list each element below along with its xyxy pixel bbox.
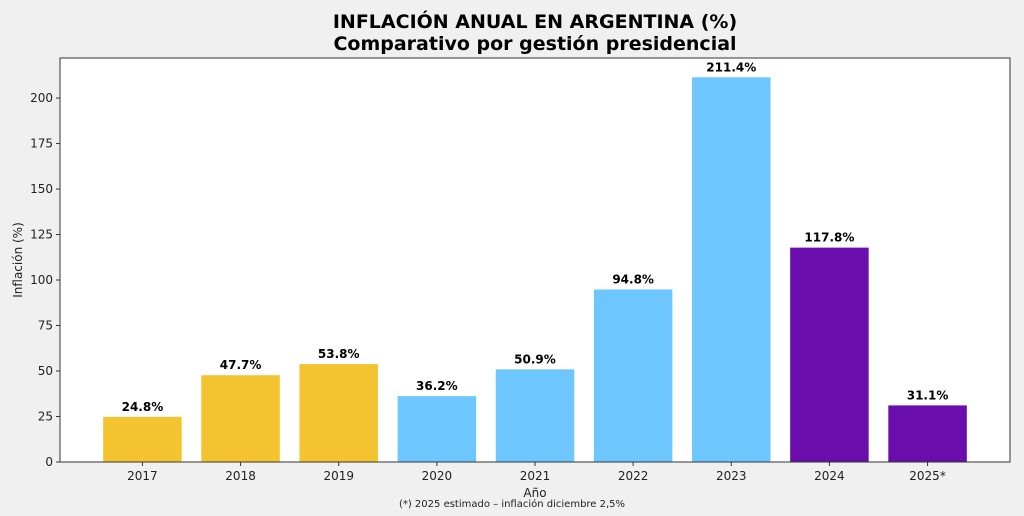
bar-2022	[593, 289, 673, 462]
footnote: (*) 2025 estimado – inflación diciembre …	[399, 498, 625, 510]
bar-2024	[790, 247, 869, 462]
bar-2017	[103, 416, 182, 462]
bar-2020	[397, 396, 477, 462]
data-label: 47.7%	[220, 358, 262, 372]
bar-2021	[495, 369, 575, 462]
x-tick-label: 2023	[716, 469, 747, 483]
y-tick-label: 50	[38, 364, 53, 378]
y-tick-label: 175	[30, 137, 53, 151]
y-tick-label: 25	[38, 410, 53, 424]
y-tick-label: 0	[45, 455, 53, 469]
data-label: 50.9%	[514, 352, 556, 366]
data-label: 31.1%	[907, 388, 949, 402]
x-tick-label: 2021	[520, 469, 551, 483]
bar-2025*	[888, 405, 967, 462]
data-label: 36.2%	[416, 379, 458, 393]
chart-title: INFLACIÓN ANUAL EN ARGENTINA (%)	[333, 9, 737, 33]
plot-frame	[59, 57, 1011, 463]
y-tick-label: 125	[30, 228, 53, 242]
y-tick-label: 150	[30, 182, 53, 196]
data-label: 94.8%	[612, 272, 654, 286]
y-tick-label: 75	[38, 319, 53, 333]
x-tick-label: 2024	[814, 469, 845, 483]
data-label: 24.8%	[122, 400, 164, 414]
y-axis-label: Inflación (%)	[11, 222, 25, 298]
bar-2019	[299, 364, 378, 462]
bar-2018	[201, 375, 280, 462]
x-tick-label: 2017	[127, 469, 158, 483]
x-tick-label: 2022	[618, 469, 649, 483]
x-tick-label: 2018	[225, 469, 256, 483]
data-label: 53.8%	[318, 347, 360, 361]
y-tick-label: 200	[30, 91, 53, 105]
bar-2023	[692, 77, 771, 462]
x-tick-label: 2020	[422, 469, 453, 483]
y-tick-label: 100	[30, 273, 53, 287]
data-label: 211.4%	[706, 60, 756, 74]
chart-subtitle: Comparativo por gestión presidencial	[333, 33, 736, 55]
x-axis-label: Año	[523, 486, 546, 500]
x-tick-label: 2025*	[909, 469, 946, 483]
x-tick-label: 2019	[323, 469, 354, 483]
data-label: 117.8%	[804, 231, 854, 245]
